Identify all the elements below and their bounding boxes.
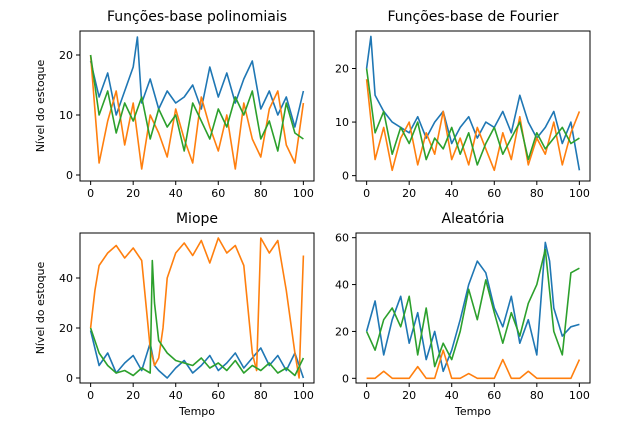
y-tick-label: 0: [342, 372, 349, 385]
y-tick-label: 0: [66, 372, 73, 385]
y-tick-label: 60: [335, 232, 349, 245]
series-line-0: [365, 35, 581, 171]
x-tick-label: 20: [126, 187, 140, 200]
x-tick-label: 100: [293, 389, 314, 402]
x-axis-label: Tempo: [178, 405, 215, 418]
plot-frame: [79, 232, 315, 384]
panel-title: Funções-base de Fourier: [387, 9, 558, 25]
x-tick-label: 60: [211, 187, 225, 200]
x-tick-label: 0: [363, 187, 370, 200]
panel-title: Miope: [176, 211, 218, 227]
x-tick-label: 100: [293, 187, 314, 200]
panel-title: Funções-base polinomiais: [107, 9, 287, 25]
x-tick-label: 80: [254, 187, 268, 200]
series-line-1: [366, 349, 581, 380]
series-line-2: [365, 248, 580, 368]
plot-frame: [355, 30, 591, 182]
x-tick-label: 80: [530, 187, 544, 200]
x-tick-label: 40: [445, 187, 459, 200]
panel-polynomial: 0 20 40 60 80 100 0 10 20 Funções-base polinomiai…: [34, 9, 315, 200]
y-tick-label: 20: [335, 63, 349, 76]
x-tick-label: 60: [211, 389, 225, 402]
y-axis-label: Nível do estoque: [34, 261, 47, 354]
y-tick-label: 0: [342, 170, 349, 183]
y-axis-label: Nível do estoque: [34, 59, 47, 152]
series-line-1: [89, 237, 305, 379]
x-tick-label: 40: [169, 187, 183, 200]
x-tick-label: 60: [487, 187, 501, 200]
x-tick-label: 80: [254, 389, 268, 402]
x-tick-label: 0: [87, 187, 94, 200]
panel-random: 0 20 40 60 80 100 0 20 40 60 Aleatória Tempo: [335, 211, 591, 418]
x-tick-label: 40: [169, 389, 183, 402]
series-line-0: [89, 36, 305, 128]
series-line-0: [89, 330, 305, 379]
y-tick-label: 10: [59, 109, 73, 122]
y-tick-label: 20: [335, 325, 349, 338]
x-tick-label: 20: [402, 389, 416, 402]
series-line-2: [89, 259, 305, 377]
plot-frame: [79, 30, 315, 182]
y-tick-label: 0: [66, 169, 73, 182]
y-tick-label: 20: [59, 322, 73, 335]
y-tick-label: 40: [59, 272, 73, 285]
plot-frame: [355, 232, 591, 384]
x-tick-label: 0: [87, 389, 94, 402]
y-tick-label: 20: [59, 49, 73, 62]
series-line-2: [89, 54, 304, 152]
panel-myopic: 0 20 40 60 80 100 0 20 40 Miope Nível do estoque Te…: [34, 211, 315, 418]
x-tick-label: 20: [126, 389, 140, 402]
series-line-0: [365, 241, 580, 373]
x-tick-label: 60: [487, 389, 501, 402]
x-tick-label: 100: [569, 389, 590, 402]
x-tick-label: 100: [569, 187, 590, 200]
x-tick-label: 20: [402, 187, 416, 200]
y-tick-label: 10: [335, 116, 349, 129]
x-tick-label: 40: [445, 389, 459, 402]
series-line-1: [89, 54, 305, 170]
x-axis-label: Tempo: [454, 405, 491, 418]
x-tick-label: 80: [530, 389, 544, 402]
x-tick-label: 0: [363, 389, 370, 402]
panel-fourier: 0 20 40 60 80 100 0 10 20 Funções-base de Fourier: [335, 9, 591, 200]
series-line-2: [365, 68, 580, 166]
panel-title: Aleatória: [442, 211, 505, 227]
y-tick-label: 40: [335, 279, 349, 292]
